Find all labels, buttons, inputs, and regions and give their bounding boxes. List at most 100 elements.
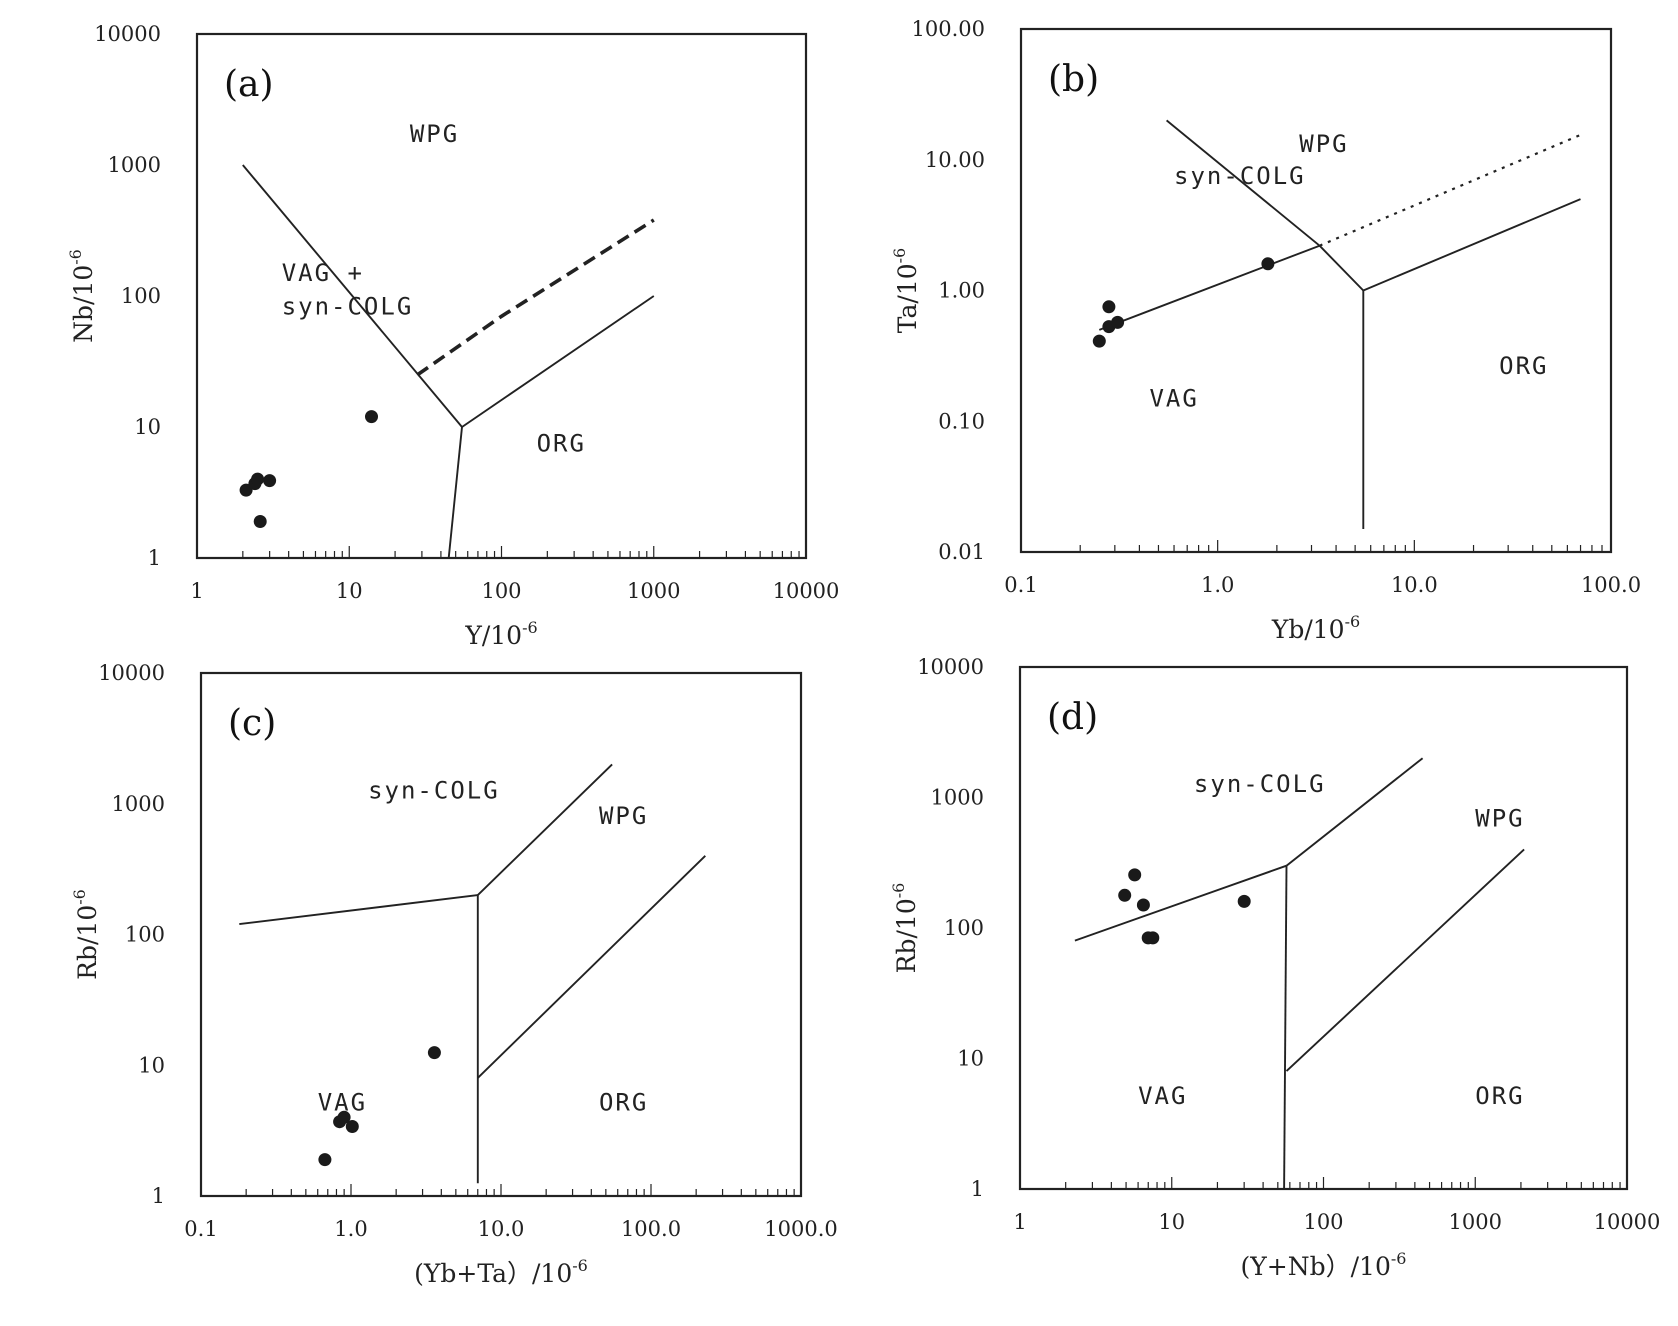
region-label-wpg: WPG [599, 802, 648, 830]
y-axis-label: Rb/10-6 [70, 889, 102, 980]
y-tick-label: 10000 [917, 655, 984, 679]
region-label-syn-colg: syn-COLG [1194, 770, 1326, 798]
field-boundary-line [1074, 864, 1287, 942]
field-boundary-line [1318, 245, 1364, 292]
y-tick-label: 1.00 [938, 279, 985, 303]
region-label-wpg: WPG [1475, 804, 1524, 832]
y-axis-label-sup: -6 [890, 248, 909, 264]
x-axis-label-sup: -6 [572, 1256, 588, 1275]
x-axis-label-text: Y/10 [464, 621, 522, 650]
chart-panel-d: 1 10 100 1000 10000110100100010000(Y+Nb）/10-… [889, 655, 1660, 1281]
region-label-vag: VAG + [282, 259, 364, 287]
field-boundary-line [239, 894, 478, 926]
panel-label: (d) [1047, 697, 1098, 738]
y-tick-label: 0.01 [938, 540, 985, 564]
chart-panel-a: 1 10 100 1000 10000110100100010000Y/10-6Nb/1… [66, 22, 839, 650]
y-axis-label-sup: -6 [889, 883, 908, 899]
y-tick-label: 10 [134, 415, 161, 439]
x-tick-label: 1 [1013, 1210, 1026, 1234]
y-tick-label: 100 [944, 916, 984, 940]
sample-point [1146, 931, 1160, 945]
x-tick-label: 100 [481, 579, 521, 603]
x-axis-label-text: (Yb+Ta）/10 [414, 1259, 572, 1288]
region-label-vag: VAG [1138, 1082, 1187, 1110]
x-tick-label: 1.0 [334, 1217, 367, 1241]
sample-point [253, 515, 267, 528]
sample-point [1111, 315, 1125, 329]
y-tick-label: 10000 [94, 22, 161, 46]
x-tick-label: 100 [1303, 1210, 1343, 1234]
x-axis-label-sup: -6 [1391, 1249, 1407, 1268]
y-tick-label: 0.10 [938, 409, 985, 433]
sample-point [1136, 898, 1150, 912]
sample-point [427, 1046, 441, 1060]
x-axis-label: Yb/10-6 [1271, 612, 1360, 644]
panel-label: (c) [228, 703, 276, 744]
y-axis-label-text: Nb/10 [69, 265, 98, 343]
x-tick-label: 10.0 [478, 1217, 525, 1241]
y-tick-label: 1 [152, 1184, 165, 1208]
y-axis-label-sup: -6 [66, 249, 85, 265]
sample-point [1261, 257, 1275, 271]
y-tick-label: 1 [971, 1177, 984, 1201]
y-tick-label: 100.00 [912, 17, 985, 41]
field-boundary-line [447, 426, 463, 559]
region-label-syn-colg: syn-COLG [1174, 162, 1306, 190]
region-label-wpg: WPG [1299, 130, 1348, 158]
sample-point [345, 1120, 359, 1133]
field-boundary-line [1285, 757, 1424, 867]
y-axis-label: Rb/10-6 [889, 883, 921, 974]
y-axis-label-text: Rb/10 [892, 898, 921, 973]
y-axis-label-sup: -6 [70, 889, 89, 905]
field-boundary-line [242, 164, 463, 428]
region-label-org: ORG [537, 430, 586, 458]
sample-point [251, 472, 265, 486]
x-tick-label: 10000 [773, 579, 840, 603]
field-boundary-line [477, 763, 613, 896]
dashed-boundary-line [416, 218, 655, 377]
panel-label: (a) [224, 64, 274, 105]
y-tick-label: 1000 [108, 153, 161, 177]
field-boundary-line [1285, 848, 1525, 1072]
region-label-org: ORG [1475, 1082, 1524, 1110]
y-axis-label: Ta/10-6 [890, 248, 922, 333]
x-tick-label: 1000 [1449, 1210, 1502, 1234]
x-axis-label-text: (Y+Nb）/10 [1241, 1252, 1391, 1281]
x-tick-label: 1000.0 [764, 1217, 837, 1241]
x-tick-label: 100.0 [1581, 573, 1641, 597]
x-axis-label-sup: -6 [1345, 612, 1361, 631]
sample-point [365, 410, 378, 424]
x-tick-label: 1.0 [1201, 573, 1234, 597]
y-tick-label: 10000 [98, 661, 165, 685]
y-tick-label: 10 [957, 1047, 984, 1071]
y-tick-label: 1000 [112, 792, 165, 816]
sample-point [337, 1110, 351, 1124]
x-tick-label: 10 [1158, 1210, 1185, 1234]
x-axis-label-text: Yb/10 [1271, 615, 1345, 644]
x-tick-label: 0.1 [184, 1217, 217, 1241]
sample-point [263, 474, 277, 488]
region-label-syn-colg: syn-COLG [282, 293, 414, 321]
x-tick-label: 0.1 [1004, 573, 1037, 597]
x-axis-label: (Yb+Ta）/10-6 [414, 1256, 588, 1288]
y-tick-label: 10 [138, 1053, 165, 1077]
region-label-org: ORG [1499, 352, 1548, 380]
y-axis-label-text: Rb/10 [73, 905, 102, 980]
region-label-syn-colg: syn-COLG [368, 776, 500, 804]
sample-point [1102, 300, 1116, 314]
field-boundary-line [461, 295, 655, 428]
y-tick-label: 100 [121, 284, 161, 308]
x-tick-label: 1000 [627, 579, 680, 603]
y-tick-label: 10.00 [925, 148, 985, 172]
y-tick-label: 1000 [931, 786, 984, 810]
field-boundary-line [1098, 244, 1320, 331]
sample-point [1118, 888, 1132, 902]
region-label-org: ORG [599, 1089, 648, 1117]
sample-point [1128, 868, 1142, 882]
field-boundary-line [1362, 198, 1581, 292]
field-boundary-line [1283, 865, 1288, 1190]
x-tick-label: 1 [190, 579, 203, 603]
field-boundary-line [477, 855, 706, 1079]
plot-frame [1019, 27, 1613, 554]
